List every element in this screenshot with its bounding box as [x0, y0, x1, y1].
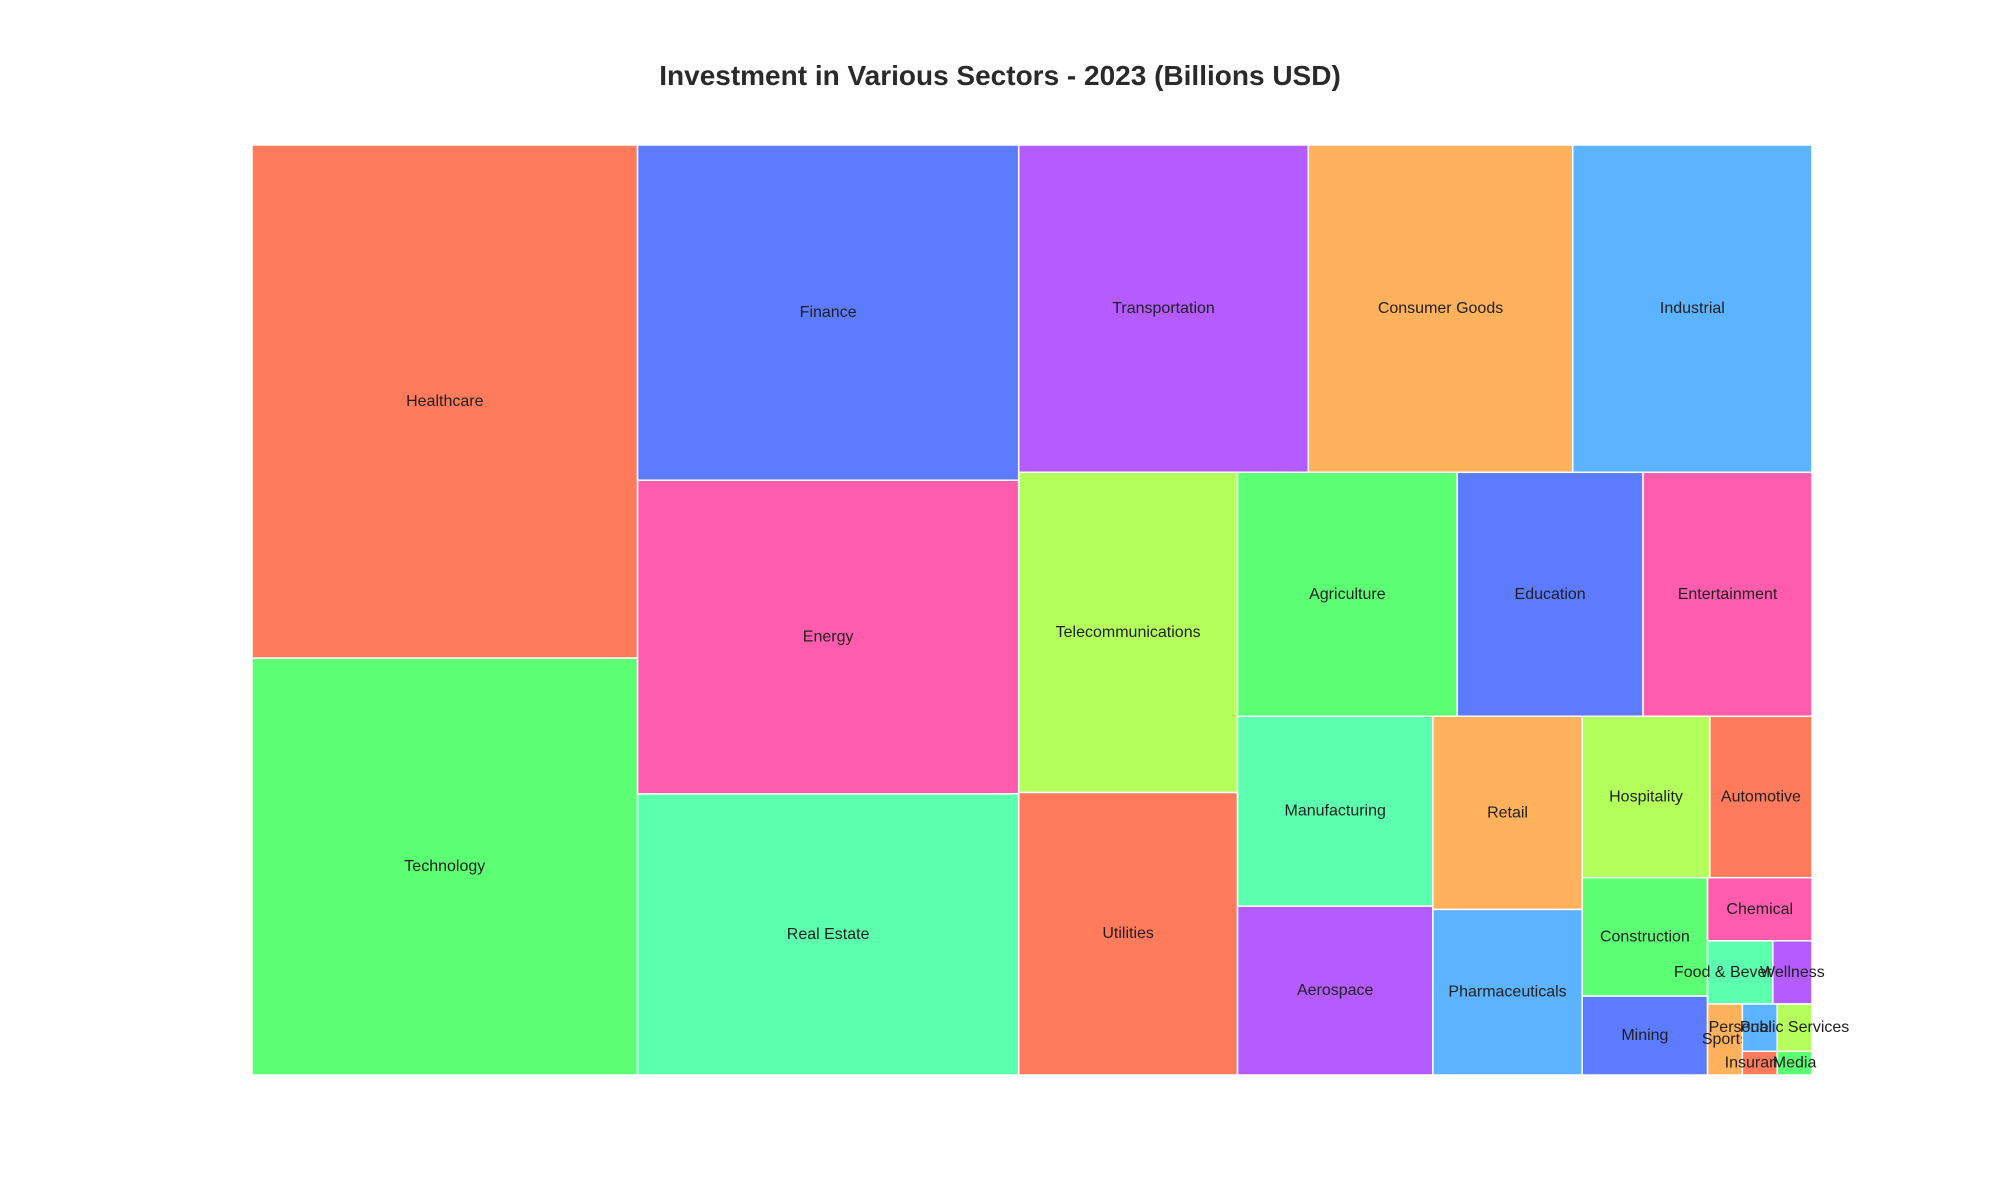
- tile-rect-entertainment: [1642, 471, 1813, 718]
- tile-label-technology: Technology: [404, 858, 485, 875]
- tile-label-manufacturing: Manufacturing: [1285, 803, 1386, 820]
- tile-label-wellness: Wellness: [1760, 964, 1825, 981]
- tile-agriculture: Agriculture: [1236, 471, 1458, 718]
- tile-rect-energy: [636, 479, 1020, 795]
- tile-rect-automotive: [1709, 715, 1813, 879]
- tile-automotive: Automotive: [1709, 715, 1813, 879]
- tile-rect-personal-care: [1741, 1003, 1778, 1053]
- tile-rect-manufacturing: [1236, 715, 1434, 907]
- tile-rect-technology: [251, 657, 639, 1076]
- tile-label-entertainment: Entertainment: [1678, 586, 1778, 603]
- tile-label-finance: Finance: [800, 304, 857, 321]
- tile-label-telecommunications: Telecommunications: [1056, 624, 1201, 641]
- tile-label-industrial: Industrial: [1660, 300, 1725, 317]
- tile-hospitality: Hospitality: [1581, 715, 1711, 879]
- tile-education: Education: [1456, 471, 1644, 718]
- tile-entertainment: Entertainment: [1642, 471, 1813, 718]
- tile-rect-chemical: [1706, 876, 1813, 942]
- tile-label-media: Media: [1773, 1055, 1817, 1072]
- tile-technology: Technology: [251, 657, 639, 1076]
- tile-aerospace: Aerospace: [1236, 905, 1434, 1076]
- tile-construction: Construction: [1581, 876, 1709, 997]
- tile-sports: Sports: [1702, 1003, 1748, 1076]
- tile-finance: Finance: [636, 144, 1020, 481]
- tile-rect-sports: [1706, 1003, 1744, 1076]
- tile-energy: Energy: [636, 479, 1020, 795]
- tile-label-public-services: Public Services: [1740, 1019, 1849, 1036]
- tile-real-estate: Real Estate: [636, 793, 1020, 1076]
- tile-transportation: Transportation: [1017, 144, 1310, 474]
- tile-wellness: Wellness: [1760, 940, 1825, 1005]
- tile-rect-telecommunications: [1017, 471, 1239, 794]
- tile-rect-wellness: [1772, 940, 1813, 1005]
- tile-mining: Mining: [1581, 995, 1709, 1076]
- tile-label-chemical: Chemical: [1726, 901, 1793, 918]
- tile-label-education: Education: [1515, 586, 1586, 603]
- tile-label-mining: Mining: [1621, 1027, 1668, 1044]
- tile-industrial: Industrial: [1572, 144, 1813, 474]
- tile-label-automotive: Automotive: [1721, 788, 1801, 805]
- tile-utilities: Utilities: [1017, 791, 1239, 1076]
- chart-title: Investment in Various Sectors - 2023 (Bi…: [659, 60, 1341, 91]
- tile-label-real-estate: Real Estate: [787, 926, 870, 943]
- tile-rect-hospitality: [1581, 715, 1711, 879]
- tile-retail: Retail: [1432, 715, 1583, 911]
- tile-label-hospitality: Hospitality: [1609, 788, 1683, 805]
- tile-media: Media: [1773, 1050, 1817, 1076]
- tile-rect-education: [1456, 471, 1644, 718]
- tile-rect-pharmaceuticals: [1432, 908, 1583, 1076]
- tile-label-agriculture: Agriculture: [1309, 586, 1386, 603]
- tile-rect-finance: [636, 144, 1020, 481]
- tile-label-utilities: Utilities: [1102, 925, 1154, 942]
- tile-rect-real-estate: [636, 793, 1020, 1076]
- tile-rect-utilities: [1017, 791, 1239, 1076]
- tile-label-retail: Retail: [1487, 804, 1528, 821]
- tile-rect-retail: [1432, 715, 1583, 911]
- tile-label-transportation: Transportation: [1112, 300, 1215, 317]
- tile-manufacturing: Manufacturing: [1236, 715, 1434, 907]
- tile-label-consumer-goods: Consumer Goods: [1378, 300, 1503, 317]
- tile-label-healthcare: Healthcare: [406, 393, 483, 410]
- tile-rect-transportation: [1017, 144, 1310, 474]
- tile-rect-consumer-goods: [1307, 144, 1574, 474]
- tile-rect-food-beverages: [1706, 940, 1774, 1005]
- tile-label-aerospace: Aerospace: [1297, 982, 1374, 999]
- tile-label-pharmaceuticals: Pharmaceuticals: [1448, 984, 1566, 1001]
- tile-public-services: Public Services: [1740, 1003, 1849, 1053]
- tile-label-construction: Construction: [1600, 928, 1690, 945]
- tile-label-sports: Sports: [1702, 1031, 1748, 1048]
- tile-pharmaceuticals: Pharmaceuticals: [1432, 908, 1583, 1076]
- tile-telecommunications: Telecommunications: [1017, 471, 1239, 794]
- tile-consumer-goods: Consumer Goods: [1307, 144, 1574, 474]
- tile-rect-media: [1776, 1050, 1813, 1076]
- tile-rect-construction: [1581, 876, 1709, 997]
- tile-healthcare: Healthcare: [251, 144, 639, 659]
- tile-label-energy: Energy: [803, 629, 854, 646]
- tile-rect-aerospace: [1236, 905, 1434, 1076]
- tile-rect-public-services: [1776, 1003, 1813, 1053]
- tile-rect-industrial: [1572, 144, 1813, 474]
- tile-rect-healthcare: [251, 144, 639, 659]
- tile-chemical: Chemical: [1706, 876, 1813, 942]
